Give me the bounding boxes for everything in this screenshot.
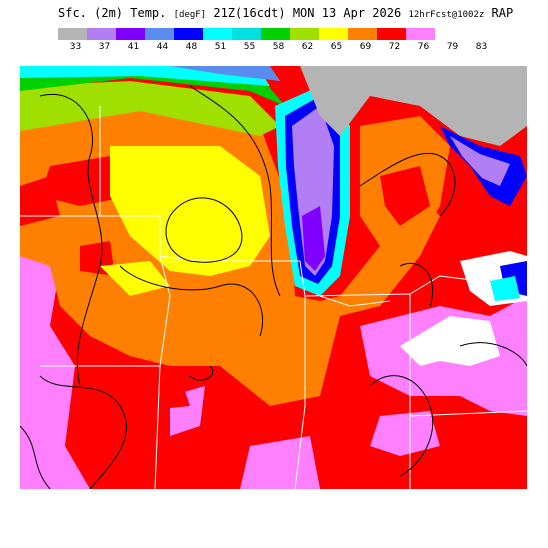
color-scale-label: 37 [98,42,111,52]
field-red-west [20,176,60,226]
color-scale-label: 55 [243,42,256,52]
contour-lines [20,85,527,489]
field-blue-north [170,66,280,81]
color-scale-label: 41 [127,42,140,52]
color-scale-label: 69 [359,42,372,52]
temperature-map [20,66,527,489]
title-valid-time: 21Z(16cdt) MON 13 Apr 2026 [213,6,402,20]
color-scale-label: 58 [272,42,285,52]
color-swatch [87,28,116,40]
color-scale-labels: 33 37 41 44 48 51 55 58 62 65 69 72 76 79 83 [58,42,498,54]
field-pink-sw [20,366,60,436]
color-scale-label: 51 [214,42,227,52]
state-borders [20,106,527,489]
color-swatch [377,28,406,40]
color-swatch [261,28,290,40]
field-lightgreen [20,81,280,136]
field-red-sw [130,366,190,411]
lake-michigan-purple [302,206,325,271]
color-swatch [348,28,377,40]
field-pink-east2 [370,411,440,456]
color-scale-label: 72 [388,42,401,52]
color-scale-label: 76 [417,42,430,52]
field-gray-north [300,66,527,146]
map-canvas [20,66,527,489]
field-white-east [400,316,500,366]
title-units: [degF] [173,10,207,20]
color-swatch [116,28,145,40]
color-swatch [232,28,261,40]
color-swatch [319,28,348,40]
color-scale-label: 65 [330,42,343,52]
field-red-nw [40,156,130,206]
field-pink-west [20,256,90,489]
color-scale-label: 48 [185,42,198,52]
title-main: Sfc. (2m) Temp. [58,6,167,20]
field-red-michigan [380,166,430,226]
lake-huron-lavender [450,136,510,186]
color-swatch [435,28,464,40]
field-yellow-2 [100,261,170,296]
color-swatch [406,28,435,40]
color-scale-label: 79 [446,42,459,52]
color-scale [58,28,464,40]
map-title: Sfc. (2m) Temp. [degF] 21Z(16cdt) MON 13… [58,6,513,20]
color-swatch [203,28,232,40]
color-scale-label: 62 [301,42,314,52]
color-scale-label: 83 [475,42,488,52]
color-swatch [174,28,203,40]
map-header: Sfc. (2m) Temp. [degF] 21Z(16cdt) MON 13… [0,6,548,22]
field-yellow [110,146,270,276]
lake-michigan-lavender [292,106,334,276]
title-forecast: 12hrFcst@1002z [408,10,485,20]
color-swatch [58,28,87,40]
color-scale-label: 44 [156,42,169,52]
title-model: RAP [491,6,514,20]
color-swatch [145,28,174,40]
color-scale-label: 33 [69,42,82,52]
lake-erie-cyan [490,276,520,301]
color-swatch [290,28,319,40]
